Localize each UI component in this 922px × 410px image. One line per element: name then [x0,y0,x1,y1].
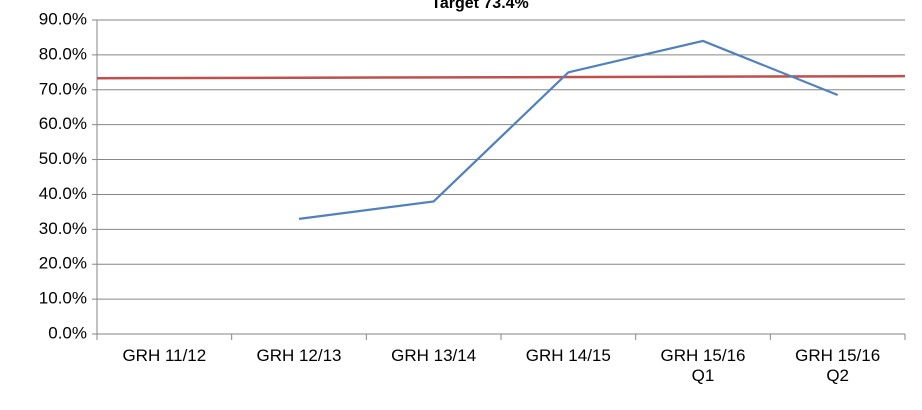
data-line [298,39,839,220]
chart-title: Target 73.4% [431,0,529,12]
y-tick-label: 80.0% [39,44,87,63]
target-line [96,74,906,80]
y-tick-label: 90.0% [39,9,87,28]
y-tick-label: 0.0% [48,323,87,342]
y-tick-label: 40.0% [39,184,87,203]
x-tick-label: GRH 15/16 Q2 [795,346,881,385]
y-tick-label: 10.0% [39,289,87,308]
y-tick-label: 20.0% [39,254,87,273]
y-tick-label: 70.0% [39,79,87,98]
x-tick-label: GRH 11/12 [122,346,207,365]
x-tick-label: GRH 12/13 [256,346,342,365]
y-tick-label: 60.0% [39,114,87,133]
y-tick-label: 30.0% [39,219,87,238]
x-tick-label: GRH 13/14 [391,346,477,365]
x-tick-label: GRH 14/15 [525,346,611,365]
x-tick-label: GRH 15/16 Q1 [660,346,746,385]
y-tick-label: 50.0% [39,149,87,168]
